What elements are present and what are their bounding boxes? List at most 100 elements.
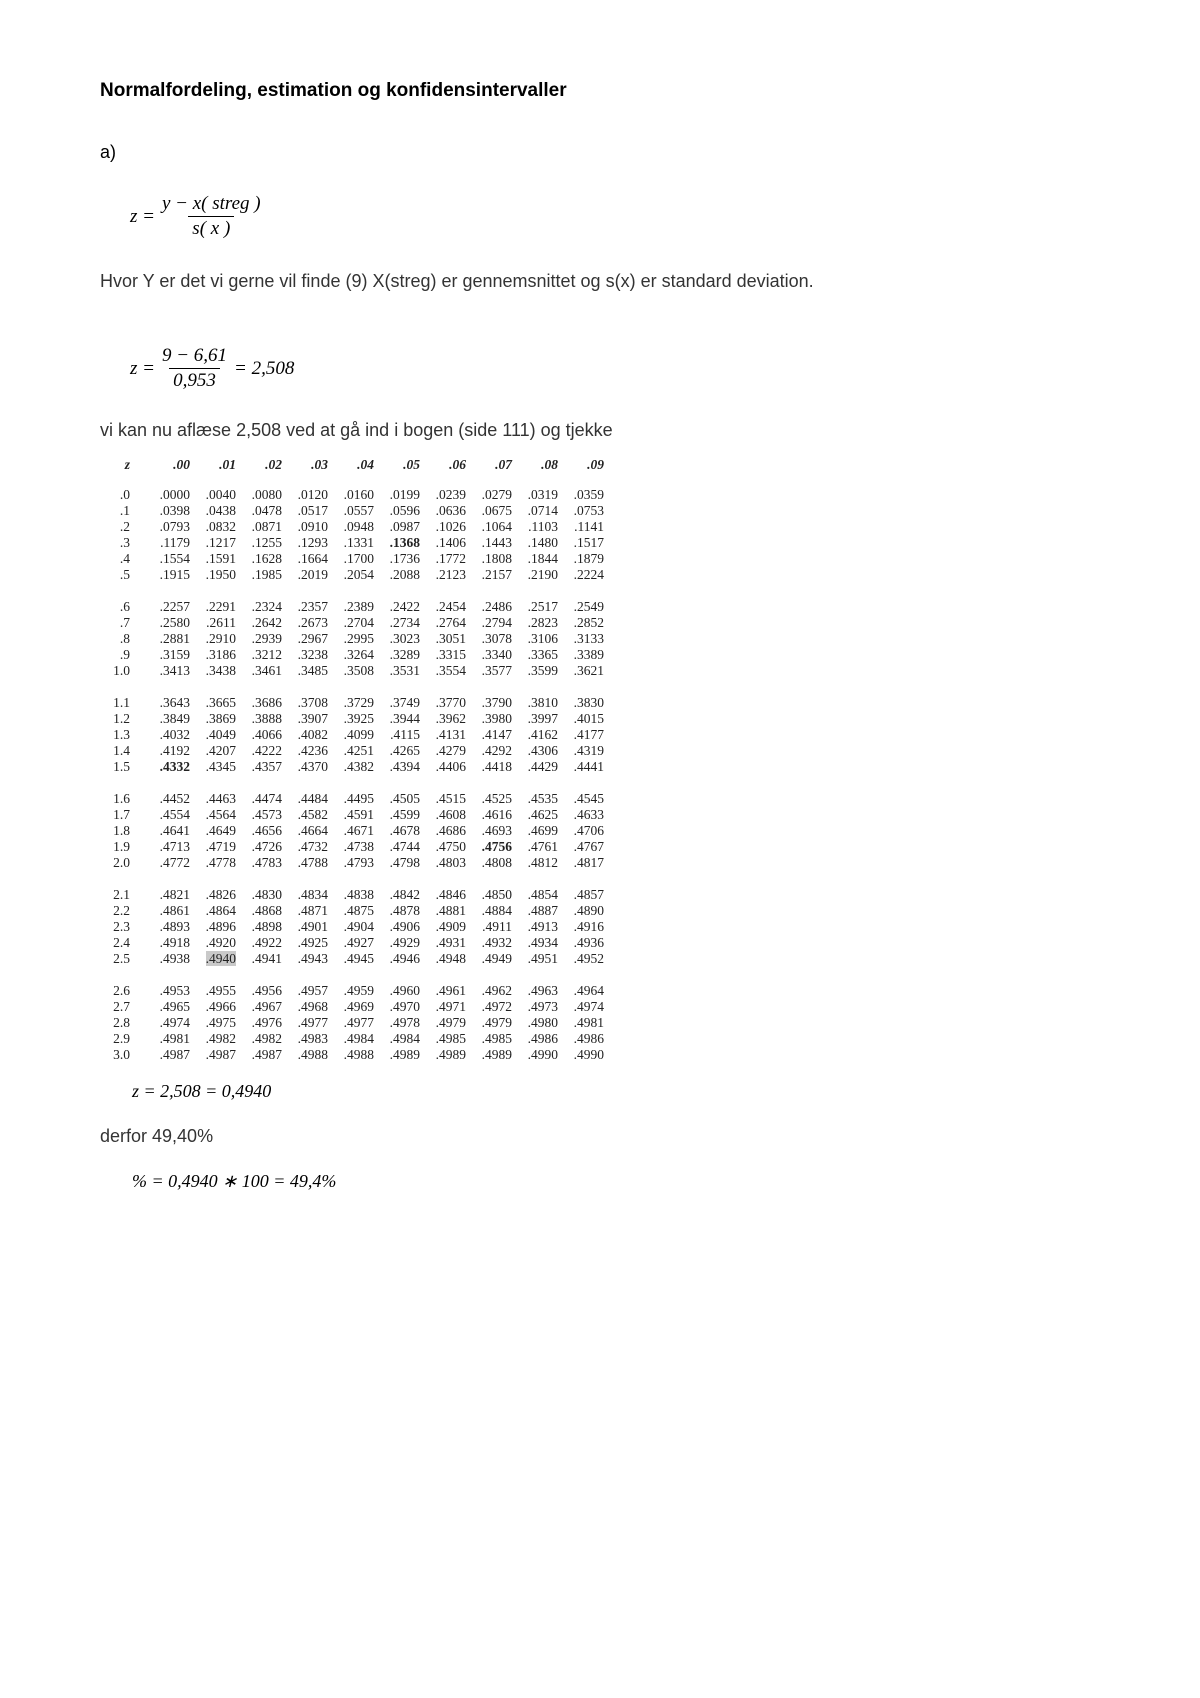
table-cell: .1915	[150, 567, 196, 583]
table-cell: .4817	[564, 855, 610, 871]
table-cell: .3599	[518, 663, 564, 679]
table-cell: .4251	[334, 743, 380, 759]
z-table-row: 1.2.3849.3869.3888.3907.3925.3944.3962.3…	[100, 711, 1100, 727]
table-cell: .0438	[196, 503, 242, 519]
table-cell: .4986	[564, 1031, 610, 1047]
table-cell: .4772	[150, 855, 196, 871]
table-cell: .4641	[150, 823, 196, 839]
table-cell: .4474	[242, 791, 288, 807]
table-cell: .2324	[242, 599, 288, 615]
table-cell: .4222	[242, 743, 288, 759]
table-cell: .4664	[288, 823, 334, 839]
table-cell: .4984	[380, 1031, 426, 1047]
z-table-row: 1.5.4332.4345.4357.4370.4382.4394.4406.4…	[100, 759, 1100, 775]
z-value-cell: 1.0	[100, 663, 150, 679]
table-cell: .0714	[518, 503, 564, 519]
table-cell: .1255	[242, 535, 288, 551]
table-cell: .4778	[196, 855, 242, 871]
table-cell: .4911	[472, 919, 518, 935]
block-gap	[100, 967, 1100, 983]
table-cell: .4649	[196, 823, 242, 839]
table-cell: .4066	[242, 727, 288, 743]
table-cell: .4545	[564, 791, 610, 807]
table-cell: .1664	[288, 551, 334, 567]
table-cell: .4861	[150, 903, 196, 919]
explanation-text: Hvor Y er det vi gerne vil finde (9) X(s…	[100, 268, 1040, 295]
table-cell: .3830	[564, 695, 610, 711]
table-cell: .4904	[334, 919, 380, 935]
z-value-cell: 1.9	[100, 839, 150, 855]
table-cell: .4956	[242, 983, 288, 999]
table-cell: .0517	[288, 503, 334, 519]
table-cell: .2939	[242, 631, 288, 647]
table-cell: .4966	[196, 999, 242, 1015]
table-cell: .4938	[150, 951, 196, 967]
table-cell: .4952	[564, 951, 610, 967]
z-table-row: .3.1179.1217.1255.1293.1331.1368.1406.14…	[100, 535, 1100, 551]
z-table-row: 2.3.4893.4896.4898.4901.4904.4906.4909.4…	[100, 919, 1100, 935]
table-cell: .4975	[196, 1015, 242, 1031]
table-cell: .3810	[518, 695, 564, 711]
table-cell: .3749	[380, 695, 426, 711]
table-cell: .4929	[380, 935, 426, 951]
table-cell: .4830	[242, 887, 288, 903]
table-cell: .2704	[334, 615, 380, 631]
table-cell: .4984	[334, 1031, 380, 1047]
z-table-row: 1.0.3413.3438.3461.3485.3508.3531.3554.3…	[100, 663, 1100, 679]
table-cell: .4798	[380, 855, 426, 871]
table-cell: .4744	[380, 839, 426, 855]
table-cell: .4989	[426, 1047, 472, 1063]
table-cell: .4756	[472, 839, 518, 855]
table-cell: .4927	[334, 935, 380, 951]
table-cell: .4955	[196, 983, 242, 999]
table-cell: .2157	[472, 567, 518, 583]
table-cell: .4857	[564, 887, 610, 903]
table-cell: .4920	[196, 935, 242, 951]
table-cell: .3186	[196, 647, 242, 663]
table-cell: .2224	[564, 567, 610, 583]
table-cell: .1844	[518, 551, 564, 567]
table-cell: .4925	[288, 935, 334, 951]
table-cell: .4979	[472, 1015, 518, 1031]
table-cell: .4987	[242, 1047, 288, 1063]
column-header-cell: .05	[380, 457, 426, 473]
table-cell: .2611	[196, 615, 242, 631]
result-percent: % = 0,4940 ∗ 100 = 49,4%	[132, 1171, 1100, 1192]
table-cell: .4977	[334, 1015, 380, 1031]
table-cell: .4884	[472, 903, 518, 919]
table-cell: .4767	[564, 839, 610, 855]
table-cell: .1406	[426, 535, 472, 551]
table-cell: .4890	[564, 903, 610, 919]
z-table-row: 1.8.4641.4649.4656.4664.4671.4678.4686.4…	[100, 823, 1100, 839]
table-cell: .0279	[472, 487, 518, 503]
table-cell: .4988	[288, 1047, 334, 1063]
table-cell: .4625	[518, 807, 564, 823]
table-cell: .3643	[150, 695, 196, 711]
table-cell: .3708	[288, 695, 334, 711]
table-cell: .0793	[150, 519, 196, 535]
table-cell: .4838	[334, 887, 380, 903]
z-table-row: 1.3.4032.4049.4066.4082.4099.4115.4131.4…	[100, 727, 1100, 743]
table-cell: .4616	[472, 807, 518, 823]
column-header-cell: .09	[564, 457, 610, 473]
table-cell: .3577	[472, 663, 518, 679]
table-cell: .2910	[196, 631, 242, 647]
table-cell: .4192	[150, 743, 196, 759]
table-cell: .4868	[242, 903, 288, 919]
table-cell: .3078	[472, 631, 518, 647]
table-cell: .4972	[472, 999, 518, 1015]
table-cell: .4608	[426, 807, 472, 823]
table-cell: .4968	[288, 999, 334, 1015]
z-table-row: 2.9.4981.4982.4982.4983.4984.4984.4985.4…	[100, 1031, 1100, 1047]
z-value-cell: .8	[100, 631, 150, 647]
table-cell: .3212	[242, 647, 288, 663]
table-cell: .1293	[288, 535, 334, 551]
z-table-row: .0.0000.0040.0080.0120.0160.0199.0239.02…	[100, 487, 1100, 503]
numerator: y − x( streg )	[158, 193, 265, 216]
table-cell: .3665	[196, 695, 242, 711]
table-cell: .4441	[564, 759, 610, 775]
table-cell: .1808	[472, 551, 518, 567]
table-cell: .4922	[242, 935, 288, 951]
table-cell: .3051	[426, 631, 472, 647]
table-cell: .0871	[242, 519, 288, 535]
